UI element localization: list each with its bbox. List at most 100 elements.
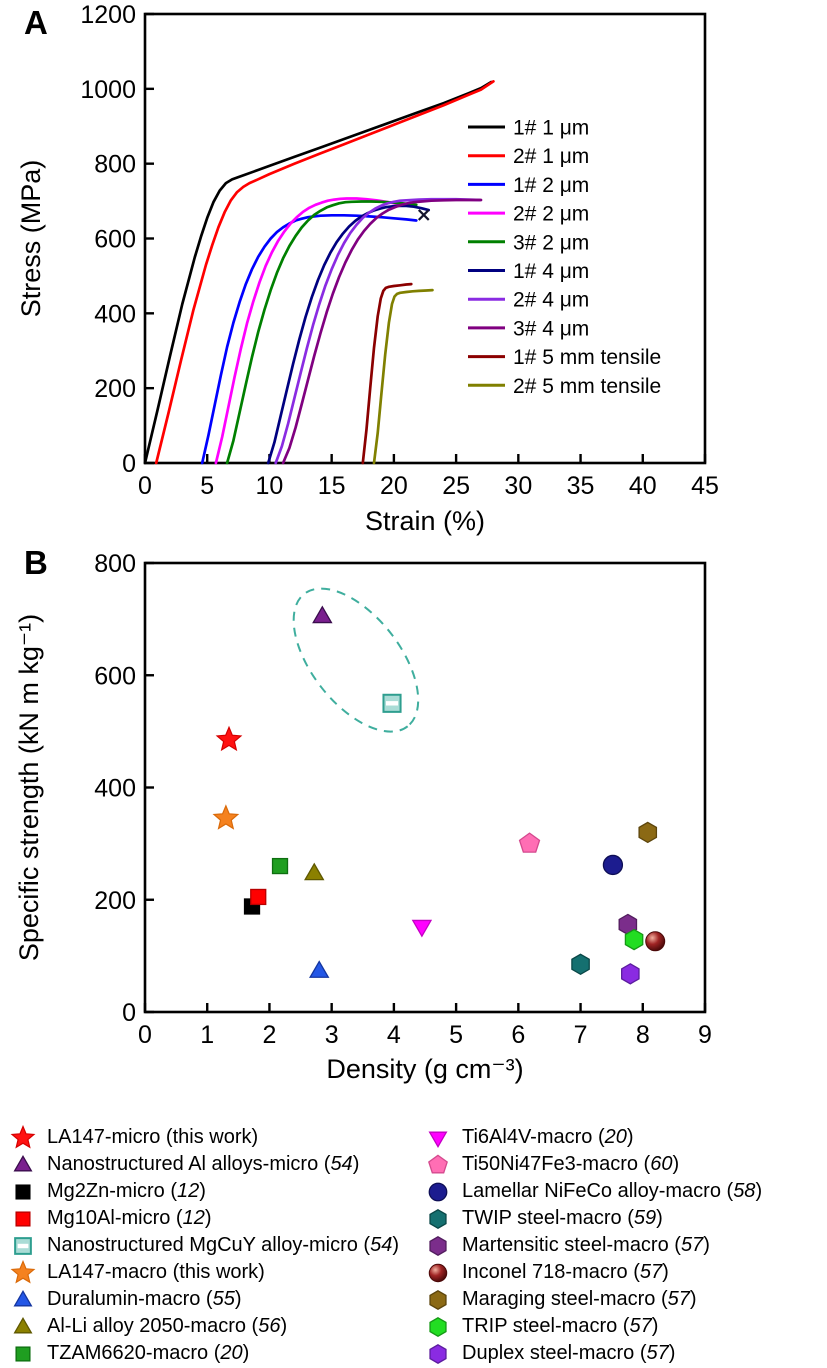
legend-item-trip-steel-macro-57: TRIP steel-macro (57) — [421, 1313, 762, 1340]
legend-item-label: 2# 4 μm — [513, 289, 589, 312]
legend-item-label: LA147-macro (this work) — [47, 1261, 265, 1283]
legend-item-la147-macro-this-work: LA147-macro (this work) — [6, 1259, 399, 1286]
legend-item-label: Nanostructured MgCuY alloy-micro (54) — [47, 1234, 399, 1256]
legend-item-label: Maraging steel-macro (57) — [462, 1288, 697, 1310]
legend-item-label: 2# 1 μm — [513, 145, 589, 168]
panel-b-x-axis-label: Density (g cm⁻³) — [326, 1054, 523, 1084]
legend-item-label: 1# 4 μm — [513, 260, 589, 283]
y-tick-label: 400 — [94, 775, 136, 803]
y-tick-label: 1000 — [80, 76, 136, 104]
pentagon-marker-icon — [428, 1154, 448, 1173]
legend-item-martensitic-steel-macro-57: Martensitic steel-macro (57) — [421, 1232, 762, 1259]
x-tick-label: 6 — [511, 1021, 525, 1049]
legend-item-label: Mg2Zn-micro (12) — [47, 1180, 206, 1202]
legend-item-label: 3# 2 μm — [513, 231, 589, 254]
panel-a-legend-item-1-5-mm-tensile: 1# 5 mm tensile — [468, 346, 661, 369]
star-marker — [10, 1124, 36, 1149]
series-line-2-1-m — [154, 80, 495, 465]
square-marker — [15, 1210, 31, 1227]
series-line-3-4-m — [281, 198, 483, 465]
hexagon-marker — [429, 1235, 447, 1256]
x-tick-label: 4 — [387, 1021, 401, 1049]
triangle-marker-icon — [13, 1316, 33, 1333]
legend-item-inconel-718-macro-57: Inconel 718-macro (57) — [421, 1259, 762, 1286]
panel-a-legend-item-2-1-m: 2# 1 μm — [468, 145, 589, 168]
panel-a-legend-item-3-4-m: 3# 4 μm — [468, 317, 589, 340]
x-tick-label: 40 — [629, 472, 657, 500]
x-tick-label: 20 — [380, 472, 408, 500]
scatter-point-duplex-steel-macro-57 — [621, 963, 640, 985]
y-tick-label: 0 — [122, 450, 136, 478]
circle-marker — [428, 1182, 448, 1201]
micro-alloys-highlight-ellipse — [292, 587, 420, 733]
hexagon-marker-icon — [429, 1343, 447, 1364]
x-tick-label: 3 — [325, 1021, 339, 1049]
legend-item-label: 1# 1 μm — [513, 117, 589, 140]
legend-item-label: TZAM6620-macro (20) — [47, 1342, 250, 1364]
scatter-point-la147-macro-this-work — [212, 804, 240, 830]
x-tick-label: 45 — [691, 472, 719, 500]
x-tick-label: 5 — [449, 1021, 463, 1049]
triangle-marker-icon — [13, 1289, 33, 1306]
scatter-point-nanostructured-mgcuy-alloy-micro-54 — [382, 693, 402, 713]
sphere-marker — [428, 1263, 448, 1282]
panel-a-legend-item-3-2-m: 3# 2 μm — [468, 231, 589, 254]
legend-item-label: Ti6Al4V-macro (20) — [462, 1126, 634, 1148]
triangle-marker-icon — [13, 1154, 33, 1171]
circle-marker-icon — [428, 1182, 448, 1201]
legend-item-label: 1# 5 mm tensile — [513, 346, 661, 369]
panel-b-y-axis-label: Specific strength (kN m kg⁻¹) — [14, 614, 44, 961]
triangle-down-marker-icon — [428, 1131, 448, 1148]
scatter-point-trip-steel-macro-57 — [624, 928, 644, 951]
legend-item-label: 3# 4 μm — [513, 317, 589, 340]
legend-item-label: Mg10Al-micro (12) — [47, 1207, 212, 1229]
square-marker-icon — [15, 1183, 31, 1200]
scatter-point-twip-steel-macro-59 — [571, 953, 590, 976]
series-line-2-2-m — [214, 197, 403, 465]
hexagon-marker-icon — [429, 1289, 447, 1310]
x-tick-label: 0 — [138, 1021, 152, 1049]
series-line-1-5-mm-tensile — [361, 282, 413, 465]
y-tick-label: 800 — [94, 151, 136, 179]
y-tick-label: 800 — [94, 550, 136, 578]
x-tick-label: 9 — [698, 1021, 712, 1049]
hexagon-marker-icon — [429, 1235, 447, 1256]
panel-b-label: B — [24, 544, 48, 581]
scatter-point-al-li-alloy-2050-macro-56 — [304, 862, 325, 881]
stress-strain-chart: 0 5 10 15 20 25 30 35 40 45 0 200 400 600 800 1000 1200 S… — [16, 1, 719, 536]
legend-item-mg10al-micro-12: Mg10Al-micro (12) — [6, 1205, 399, 1232]
square-marker — [15, 1345, 31, 1362]
star-marker-icon — [10, 1259, 36, 1284]
legend-item-label: Al-Li alloy 2050-macro (56) — [47, 1315, 288, 1337]
y-tick-label: 0 — [122, 999, 136, 1027]
scatter-point-la147-micro-this-work — [215, 725, 243, 752]
x-tick-label: 8 — [636, 1021, 650, 1049]
figure-legend: LA147-micro (this work) Nanostructured Al… — [0, 1124, 827, 1368]
specific-strength-density-chart: 0 1 2 3 4 5 6 7 8 9 0 200 400 600 800 Density (g cm⁻³) S… — [14, 550, 712, 1084]
scatter-point-maraging-steel-macro-57 — [638, 821, 658, 844]
triangle-marker — [13, 1289, 33, 1306]
legend-item-maraging-steel-macro-57: Maraging steel-macro (57) — [421, 1286, 762, 1313]
hexagon-marker-icon — [429, 1316, 447, 1337]
square-half-marker-icon — [14, 1236, 32, 1255]
x-tick-label: 15 — [318, 472, 346, 500]
scatter-point-tzam6620-macro-20 — [271, 857, 289, 875]
panel-a-legend-item-2-2-m: 2# 2 μm — [468, 203, 589, 226]
x-tick-label: 30 — [504, 472, 532, 500]
x-tick-label: 25 — [442, 472, 470, 500]
scatter-point-mg10al-micro-12 — [250, 888, 267, 906]
x-tick-label: 7 — [574, 1021, 588, 1049]
scatter-point-nanostructured-al-alloys-micro-54 — [312, 605, 333, 624]
legend-item-label: Nanostructured Al alloys-micro (54) — [47, 1153, 360, 1175]
legend-item-nanostructured-mgcuy-alloy-micro-54: Nanostructured MgCuY alloy-micro (54) — [6, 1232, 399, 1259]
hexagon-marker — [429, 1316, 447, 1337]
y-tick-label: 200 — [94, 887, 136, 915]
legend-item-duralumin-macro-55: Duralumin-macro (55) — [6, 1286, 399, 1313]
legend-item-label: 2# 5 mm tensile — [513, 375, 661, 398]
hexagon-marker — [429, 1343, 447, 1364]
hexagon-marker — [429, 1208, 447, 1229]
square-marker-icon — [15, 1345, 31, 1362]
panel-a-legend-item-1-4-m: 1# 4 μm — [468, 260, 589, 283]
figure-legend-right-column: Ti6Al4V-macro (20) Ti50Ni47Fe3-macro (60)… — [421, 1124, 762, 1367]
